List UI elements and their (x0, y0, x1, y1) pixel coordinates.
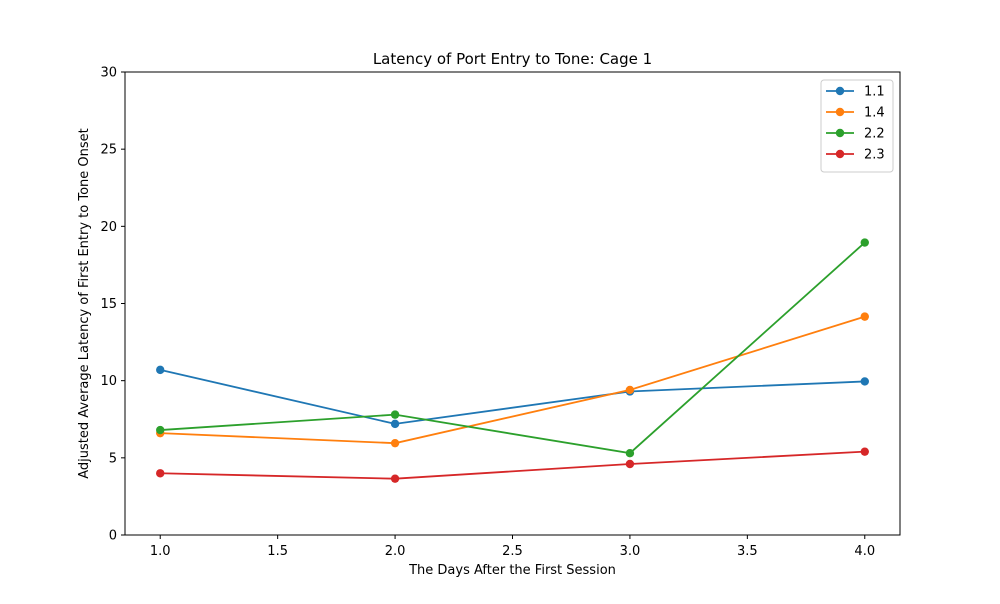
y-tick-label: 20 (100, 220, 117, 235)
y-tick-label: 0 (109, 529, 117, 544)
data-point (860, 377, 869, 386)
data-point (390, 438, 400, 448)
x-tick-label: 3.0 (620, 544, 641, 559)
legend-label: 1.4 (864, 106, 885, 121)
plot-frame (124, 71, 901, 536)
legend-item: 2.2 (826, 127, 885, 142)
legend-marker (835, 107, 845, 117)
data-point (390, 474, 400, 483)
data-point (390, 419, 400, 429)
data-point (860, 447, 869, 456)
y-tick-label: 25 (100, 143, 117, 158)
x-axis-label: The Days After the First Session (408, 563, 616, 578)
series-line (160, 368, 865, 425)
legend-marker (835, 86, 845, 96)
x-tick-label: 4.0 (854, 544, 875, 559)
series-2-2 (156, 238, 869, 458)
y-axis-ticks: 0 5 10 15 20 25 30 (100, 66, 125, 544)
y-axis-label: Adjusted Average Latency of First Entry … (77, 128, 92, 479)
chart-title: Latency of Port Entry to Tone: Cage 1 (373, 50, 652, 68)
series-layer (156, 238, 869, 483)
series-line (160, 450, 865, 480)
series-2-3 (156, 447, 869, 483)
legend-box (820, 79, 894, 173)
x-tick-label: 2.0 (385, 544, 406, 559)
data-point (156, 425, 165, 435)
legend-item: 1.1 (826, 85, 885, 100)
legend-label: 1.1 (864, 85, 885, 100)
y-tick-label: 5 (109, 451, 117, 466)
data-point (156, 365, 165, 375)
x-tick-label: 3.5 (737, 544, 758, 559)
legend-item: 1.4 (826, 106, 885, 121)
y-tick-label: 15 (100, 297, 117, 312)
legend-label: 2.2 (864, 127, 885, 142)
legend-item: 2.3 (826, 148, 885, 163)
series-1-1 (156, 365, 869, 429)
data-point (625, 459, 635, 469)
data-point (390, 410, 400, 419)
x-tick-label: 1.0 (150, 544, 171, 559)
data-point (860, 238, 869, 247)
x-axis-ticks: 1.0 1.5 2.0 2.5 3.0 3.5 4.0 (150, 535, 875, 559)
x-tick-label: 2.5 (502, 544, 523, 559)
legend-label: 2.3 (864, 148, 885, 163)
legend-marker (835, 149, 845, 159)
y-tick-label: 30 (100, 66, 117, 81)
data-point (625, 449, 635, 458)
legend: 1.1 1.4 2.2 2.3 (820, 79, 894, 173)
y-tick-label: 10 (100, 374, 117, 389)
legend-marker (835, 128, 845, 138)
series-line (160, 315, 866, 445)
data-point (860, 312, 869, 321)
x-tick-label: 1.5 (267, 544, 288, 559)
series-line (160, 241, 866, 455)
data-point (156, 469, 165, 478)
data-point (625, 385, 635, 395)
